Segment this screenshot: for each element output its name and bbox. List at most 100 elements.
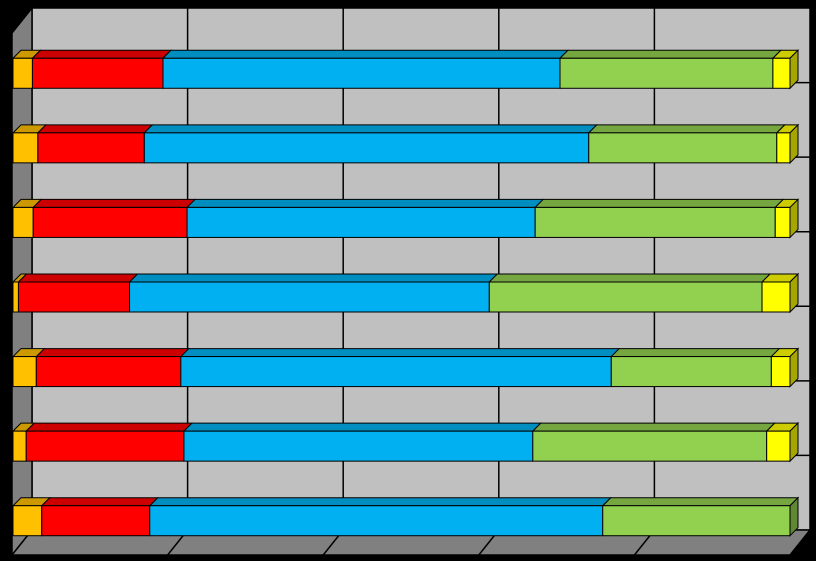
bar-segment [533,198,785,238]
bar-segment [143,124,598,164]
bar-row [11,123,800,165]
bar-segment-top [488,273,772,283]
bar-segment-front [143,132,590,164]
bar-segment-side [789,421,799,463]
bar-segment-top [31,198,197,208]
bar-segment-front [770,356,791,388]
bar-segment-top [128,273,499,283]
bar-segment-front [12,57,33,89]
bar-segment-front [31,57,164,89]
bar-segment-front [129,281,490,313]
bar-segment [765,421,800,463]
bar-segment [40,497,159,537]
bar-segment [11,198,43,238]
bar-segment [31,198,197,238]
bar-segment-top [587,124,786,134]
bar-segment-front [37,132,145,164]
bar-segment-top [25,422,194,432]
bar-segment-front [32,206,188,238]
bar-segment [11,124,48,164]
bar-segment [610,348,781,388]
bar-segment-top [531,422,776,432]
bar-segment [587,124,786,164]
bar-segment [531,422,776,462]
bar-segment-front [12,430,27,462]
bar-segment-front [25,430,185,462]
bar-segment-front [12,132,39,164]
bar-segment-top [31,49,173,59]
bar-segment [128,273,499,313]
bar-segment-front [180,356,612,388]
bar-segment [558,49,783,89]
bar-segment-top [610,348,781,358]
bar-segment-front [162,57,561,89]
bar-segment-top [36,124,154,134]
bar-segment-front [776,132,791,164]
bar-segment-top [143,124,598,134]
bar-segment-front [610,356,772,388]
bar-segment-top [179,348,621,358]
bar-segment-top [148,497,612,507]
bar-segment-side [789,123,799,165]
bar-segment-top [40,497,159,507]
bar-segment [601,496,800,537]
bar-segment-front [12,206,34,238]
bar-row [11,49,800,90]
bar-segment-side [789,198,799,239]
bar-segment [760,272,800,314]
bar-segment [25,422,194,462]
bar-row [11,421,800,463]
bar-segment-side [789,347,799,388]
bar-segment [182,422,543,462]
bar-segment-front [183,430,534,462]
bar-segment-top [161,49,570,59]
bar-segment-top [533,198,785,208]
bar-segment [770,347,800,388]
bar-segment-top [185,198,545,208]
bar-segment-front [17,281,131,313]
bar-row [11,272,800,314]
bar-segment-side [789,49,799,90]
bar-segment-front [602,505,791,537]
bar-segment-front [186,206,536,238]
bar-series-group [11,49,800,537]
bar-segment [775,123,800,165]
bar-segment-front [12,281,19,313]
bar-segment-front [12,505,43,537]
bar-segment [161,49,570,89]
bar-segment [488,273,772,313]
bar-segment-front [774,206,791,238]
bar-segment-top [182,422,543,432]
bar-row [11,198,800,239]
bar-segment [17,273,139,313]
bar-segment-side [789,496,799,537]
bar-row [11,496,800,537]
bar-segment-front [588,132,778,164]
bar-segment-front [766,430,791,462]
bar-segment-front [488,281,763,313]
bar-segment [148,497,612,537]
bar-segment-top [17,273,139,283]
bar-segment-top [35,348,191,358]
bar-segment-top [558,49,783,59]
bar-segment-front [772,57,791,89]
bar-segment [31,49,173,89]
bar-segment-front [35,356,182,388]
bar-row [11,347,800,388]
bar-segment [36,124,154,164]
bar-segment-top [601,497,800,507]
bar-segment-front [12,356,37,388]
bar-segment [11,497,51,537]
bar-segment [185,198,545,238]
bar-segment [179,348,621,388]
bar-segment-front [149,505,604,537]
bar-segment-front [41,505,151,537]
bar-segment-front [559,57,774,89]
bar-segment [774,198,800,239]
bar-segment-front [534,206,776,238]
bar-segment-front [761,281,791,313]
bar-segment-front [532,430,768,462]
bar-segment [771,49,800,90]
bar-segment [35,348,191,388]
